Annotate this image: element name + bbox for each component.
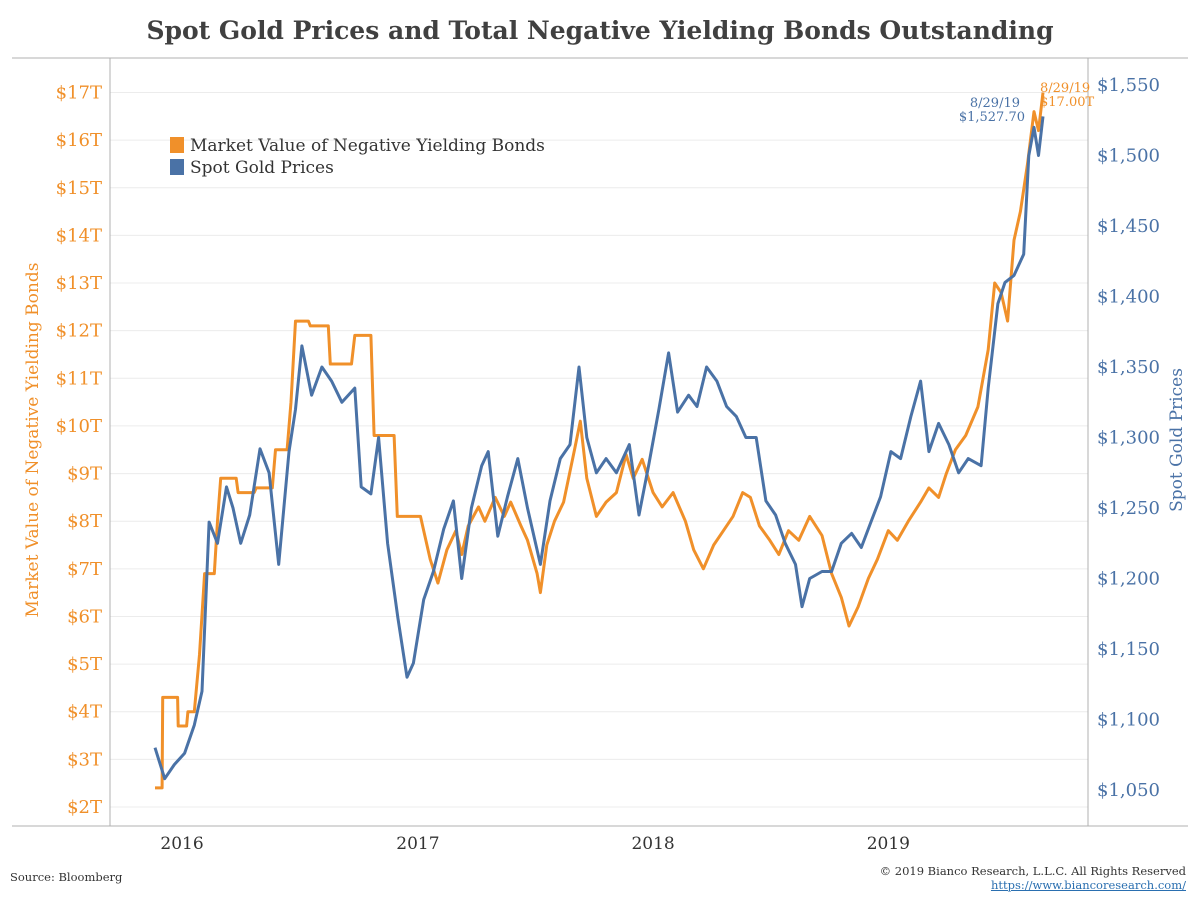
left-axis-ticks: $2T $3T $4T $5T $6T $7T $8T $9T $10T $11T $12T $13T…: [56, 83, 102, 819]
right-tick-label: $1,550: [1097, 75, 1160, 96]
left-tick-label: $8T: [67, 511, 102, 532]
legend-label: Market Value of Negative Yielding Bonds: [190, 136, 545, 156]
x-tick-label: 2019: [867, 834, 910, 854]
annotations: 8/29/19$1,527.708/29/19$17.00T: [959, 81, 1095, 125]
chart-title: Spot Gold Prices and Total Negative Yiel…: [146, 16, 1054, 45]
axes: [12, 57, 1188, 827]
right-tick-label: $1,250: [1097, 498, 1160, 519]
left-tick-label: $10T: [56, 416, 102, 437]
left-tick-label: $5T: [67, 654, 102, 675]
left-tick-label: $14T: [56, 225, 102, 246]
left-tick-label: $9T: [67, 464, 102, 485]
left-tick-label: $3T: [67, 749, 102, 770]
bonds-annotation-date: 8/29/19: [1040, 81, 1090, 96]
copyright-note: © 2019 Bianco Research, L.L.C. All Right…: [879, 864, 1186, 878]
legend: Market Value of Negative Yielding BondsS…: [170, 136, 545, 178]
left-tick-label: $11T: [56, 368, 102, 389]
website-link[interactable]: https://www.biancoresearch.com/: [990, 878, 1186, 892]
right-axis-label: Spot Gold Prices: [1167, 368, 1187, 512]
right-tick-label: $1,050: [1097, 780, 1160, 801]
left-tick-label: $13T: [56, 273, 102, 294]
x-tick-label: 2017: [396, 834, 439, 854]
right-tick-label: $1,150: [1097, 639, 1160, 660]
spot-gold-line: [153, 116, 1045, 781]
left-tick-label: $2T: [67, 797, 102, 818]
source-note: Source: Bloomberg: [10, 870, 123, 884]
x-tick-label: 2018: [631, 834, 674, 854]
left-tick-label: $6T: [67, 606, 102, 627]
grid-lines: [110, 92, 1088, 808]
left-axis-label: Market Value of Negative Yielding Bonds: [23, 263, 43, 618]
legend-swatch-bonds: [170, 137, 184, 153]
right-tick-label: $1,400: [1097, 287, 1160, 308]
bonds-annotation-value: $17.00T: [1040, 95, 1094, 110]
left-tick-label: $7T: [67, 559, 102, 580]
right-tick-label: $1,300: [1097, 428, 1160, 449]
right-tick-label: $1,350: [1097, 357, 1160, 378]
right-tick-label: $1,500: [1097, 146, 1160, 167]
right-axis-ticks: $1,050 $1,100 $1,150 $1,200 $1,250 $1,300 $1,3…: [1097, 75, 1160, 801]
x-axis-ticks: 2016 2017 2018 2019: [160, 834, 910, 854]
left-tick-label: $15T: [56, 178, 102, 199]
right-tick-label: $1,100: [1097, 710, 1160, 731]
left-tick-label: $16T: [56, 130, 102, 151]
negative-yielding-bonds-line: [155, 92, 1045, 790]
gold-annotation-date: 8/29/19: [970, 96, 1020, 111]
right-tick-label: $1,450: [1097, 216, 1160, 237]
legend-label: Spot Gold Prices: [190, 158, 334, 178]
gold-annotation-value: $1,527.70: [959, 110, 1025, 125]
left-tick-label: $12T: [56, 321, 102, 342]
x-tick-label: 2016: [160, 834, 203, 854]
right-tick-label: $1,200: [1097, 569, 1160, 590]
series-lines: [153, 92, 1045, 790]
legend-swatch-gold: [170, 159, 184, 175]
left-tick-label: $17T: [56, 83, 102, 104]
left-tick-label: $4T: [67, 702, 102, 723]
